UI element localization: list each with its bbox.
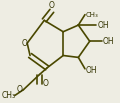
Text: CH₃: CH₃ <box>2 91 16 100</box>
Text: CH₃: CH₃ <box>86 12 99 18</box>
Text: O: O <box>49 1 55 10</box>
Text: OH: OH <box>103 37 115 46</box>
Text: O: O <box>42 80 48 88</box>
Text: OH: OH <box>86 66 98 75</box>
Text: O: O <box>21 39 27 48</box>
Text: O: O <box>17 85 22 94</box>
Text: OH: OH <box>97 21 109 30</box>
